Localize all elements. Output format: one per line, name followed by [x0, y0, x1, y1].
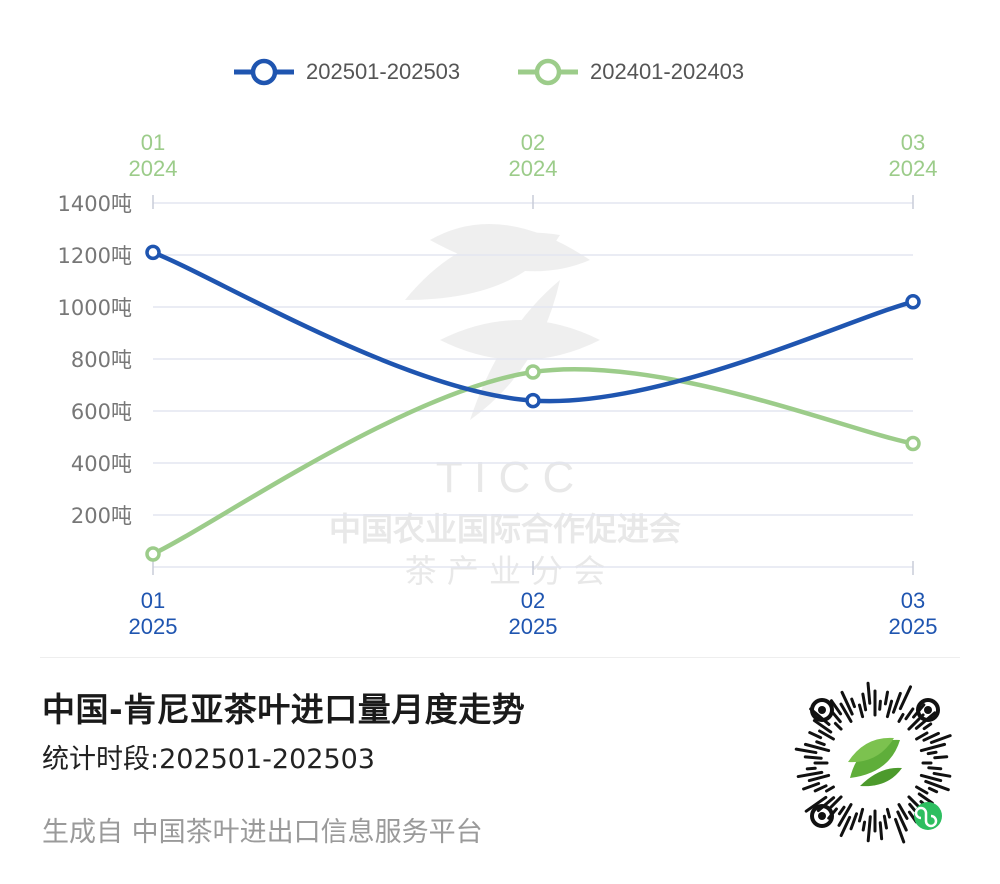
- legend-marker-series1: [234, 58, 294, 86]
- watermark-leaf-icon: [470, 280, 560, 420]
- tea-leaf-logo-icon: [848, 737, 902, 787]
- series-2-point: [145, 546, 161, 562]
- legend-item-series2[interactable]: 202401-202403: [516, 52, 744, 92]
- legend-label-series2: 202401-202403: [590, 59, 745, 84]
- series-2-point: [905, 435, 921, 452]
- top-x-label-year: 2024: [509, 156, 558, 181]
- bottom-x-label-month: 02: [521, 588, 545, 613]
- y-tick-label: 400吨: [71, 452, 132, 476]
- bottom-x-label-month: 03: [901, 588, 925, 613]
- legend: 202501-202503 202401-202403: [0, 52, 1000, 92]
- statistics-period: 统计时段:202501-202503: [42, 744, 375, 775]
- watermark-org-name: 中国农业国际合作促进会: [329, 510, 681, 548]
- bottom-x-label-month: 01: [141, 588, 165, 613]
- bottom-x-label-year: 2025: [889, 614, 938, 639]
- legend-marker-series2: [518, 58, 578, 86]
- watermark-letters: T I C C: [436, 453, 575, 502]
- series-1-point: [145, 244, 161, 261]
- legend-item-series1[interactable]: 202501-202503: [232, 52, 460, 92]
- series-2-point: [525, 364, 541, 380]
- y-tick-label: 1000吨: [58, 296, 132, 320]
- y-tick-label: 200吨: [71, 504, 132, 528]
- y-tick-label: 600吨: [71, 400, 132, 424]
- source-note: 生成自 中国茶叶进出口信息服务平台: [42, 817, 483, 848]
- divider: [40, 657, 960, 658]
- qr-code-icon[interactable]: [790, 678, 960, 848]
- top-x-label-year: 2024: [129, 156, 178, 181]
- series-1-point: [905, 294, 921, 310]
- y-tick-label: 1400吨: [58, 192, 132, 216]
- legend-label-series1: 202501-202503: [306, 59, 461, 84]
- top-x-label-month: 03: [901, 130, 925, 155]
- watermark-leaf-icon: [405, 232, 560, 300]
- y-tick-label: 800吨: [71, 348, 132, 372]
- watermark-branch-name: 茶 产 业 分 会: [405, 552, 606, 590]
- bottom-x-label-year: 2025: [129, 614, 178, 639]
- watermark-leaf-icon: [430, 224, 590, 272]
- bottom-x-label-year: 2025: [509, 614, 558, 639]
- series-1-point: [525, 392, 541, 409]
- top-x-label-year: 2024: [889, 156, 938, 181]
- watermark-leaf-icon: [440, 320, 600, 360]
- chart-title: 中国-肯尼亚茶叶进口量月度走势: [42, 690, 526, 729]
- top-x-label-month: 01: [141, 130, 165, 155]
- top-x-label-month: 02: [521, 130, 545, 155]
- y-tick-label: 1200吨: [58, 244, 132, 268]
